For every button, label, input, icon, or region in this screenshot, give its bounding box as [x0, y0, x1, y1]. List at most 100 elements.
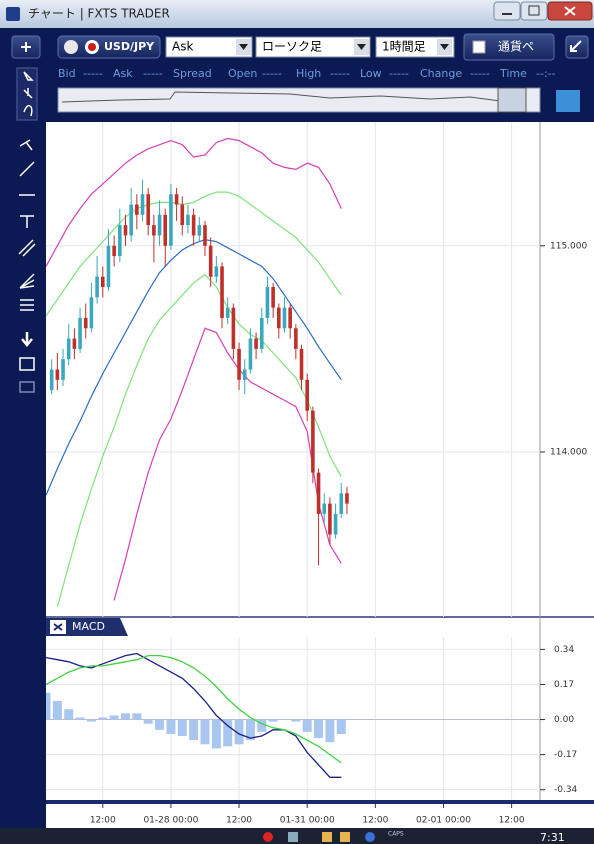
candle-body: [129, 204, 133, 236]
quote-label: -----: [143, 67, 163, 80]
candle-body: [208, 245, 213, 277]
y-tick-label: -0.17: [554, 750, 577, 760]
candle-body: [237, 348, 241, 380]
histogram-bar: [52, 700, 62, 720]
tool-download[interactable]: [21, 332, 33, 347]
histogram-bar: [166, 719, 176, 734]
tray-icon: [365, 832, 375, 842]
candle-body: [339, 493, 344, 514]
pair-button[interactable]: [463, 33, 555, 61]
x-axis-bar: [46, 800, 594, 804]
price-side-select[interactable]: [165, 36, 253, 58]
left-toolbar: [16, 67, 38, 393]
maximize-button[interactable]: [520, 1, 548, 21]
candle-body: [100, 276, 105, 287]
quote-label: -----: [389, 67, 409, 80]
candle-body: [61, 359, 65, 380]
tool-fan[interactable]: [19, 273, 35, 289]
x-tick-label: 12:00: [499, 816, 525, 826]
macd-line: [46, 654, 342, 764]
histogram-bar: [98, 717, 108, 720]
candle-body: [191, 214, 196, 236]
tool-hand[interactable]: [23, 104, 33, 117]
candle-body: [299, 348, 304, 380]
checkbox[interactable]: [472, 40, 486, 54]
tool-crosshair[interactable]: [23, 88, 33, 99]
tool-trendline[interactable]: [19, 161, 35, 177]
tool-list[interactable]: [19, 357, 35, 371]
candle-body: [95, 276, 99, 298]
window-title: チャート | FXTS TRADER: [28, 7, 170, 21]
candle-body: [146, 194, 151, 226]
plot: [46, 652, 346, 778]
histogram-bar: [314, 719, 324, 739]
macd-header: [46, 618, 128, 636]
undock-icon: [570, 40, 582, 52]
y-tick-label: 115.000: [550, 241, 587, 251]
minimize-icon: [502, 13, 512, 15]
candle-body: [265, 287, 270, 318]
candle-body: [72, 338, 77, 349]
candle-body: [157, 214, 162, 236]
quote-label: High: [296, 67, 321, 80]
candle-body: [271, 287, 275, 308]
candle-body: [49, 369, 54, 391]
close-icon: [564, 6, 576, 16]
tool-fibo[interactable]: [20, 299, 34, 311]
tool-camera[interactable]: [19, 381, 35, 393]
band-line: [56, 273, 342, 607]
timeframe: 1時間足: [382, 40, 426, 54]
candle-body: [305, 379, 309, 411]
candle-body: [180, 204, 185, 226]
candle-body: [89, 297, 94, 329]
candle-body: [197, 225, 202, 236]
navigator-window[interactable]: [497, 87, 527, 113]
histogram-bar: [211, 719, 221, 749]
app-icon: [6, 7, 20, 21]
histogram-bar: [46, 692, 51, 720]
tool-hammer[interactable]: [19, 139, 33, 151]
tray-icon: [340, 832, 350, 842]
quote-label: -----: [83, 67, 103, 80]
candle-body: [186, 214, 190, 226]
quote-label: -----: [470, 67, 490, 80]
histogram-bar: [291, 719, 301, 722]
plot: [46, 137, 349, 607]
candle-body: [112, 245, 116, 257]
dropdown-arrow: [357, 44, 366, 50]
tool-pointer[interactable]: [23, 71, 34, 81]
minimize-button[interactable]: [493, 1, 521, 21]
histogram-bar: [245, 719, 255, 741]
tool-vline[interactable]: [20, 215, 34, 228]
candle-body: [152, 225, 156, 236]
y-tick-label: 0.00: [554, 715, 574, 725]
quote-label: --:--: [536, 67, 556, 80]
candle-body: [174, 194, 179, 205]
candle-body: [123, 225, 128, 236]
chart-style-select[interactable]: [255, 36, 371, 58]
candle-body: [254, 338, 258, 349]
quote-label: -----: [330, 67, 350, 80]
candle-body: [345, 493, 349, 504]
symbol-button[interactable]: [57, 35, 161, 59]
candle-body: [135, 204, 139, 215]
tool-channel[interactable]: [18, 239, 36, 257]
histogram-bar: [336, 719, 346, 734]
scale-button[interactable]: [556, 90, 580, 112]
candle-body: [55, 369, 60, 380]
plus-icon: [21, 42, 31, 52]
y-tick-label: 114.000: [550, 448, 587, 458]
histogram-bar: [86, 719, 96, 722]
dropdown-arrow: [440, 44, 449, 50]
histogram-bar: [234, 719, 244, 745]
undock-button[interactable]: [565, 35, 589, 59]
candle-body: [106, 245, 111, 287]
quote-label: Low: [360, 67, 382, 80]
candle-body: [169, 194, 173, 246]
close-indicator-icon: [53, 623, 63, 631]
price-side: Ask: [172, 40, 193, 54]
histogram-bar: [132, 713, 142, 720]
timeframe-select[interactable]: [375, 36, 455, 58]
candle-body: [311, 410, 315, 473]
candle-body: [322, 503, 327, 514]
